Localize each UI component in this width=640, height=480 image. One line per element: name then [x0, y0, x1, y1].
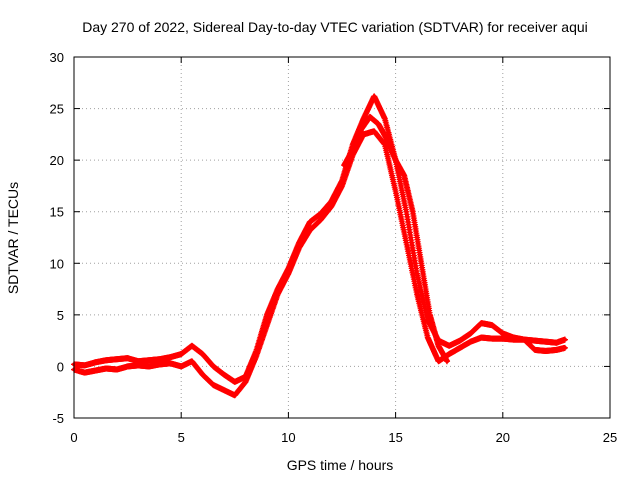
y-tick-label: -5	[52, 411, 64, 426]
series-satellite-track-b	[71, 128, 568, 399]
x-tick-label: 10	[281, 430, 295, 445]
y-tick-label: 0	[57, 359, 64, 374]
y-axis-label: SDTVAR / TECUs	[5, 182, 21, 294]
x-tick-label: 5	[178, 430, 185, 445]
y-tick-label: 15	[50, 205, 64, 220]
x-tick-label: 0	[70, 430, 77, 445]
data-point-marker	[561, 336, 568, 343]
series-band	[72, 129, 567, 398]
plot-frame	[73, 56, 611, 419]
y-tick-label: 5	[57, 308, 64, 323]
x-tick-label: 25	[603, 430, 617, 445]
series-satellite-track-c	[341, 113, 451, 365]
y-tick-label: 20	[50, 153, 64, 168]
axis-ticks: 0 5 10 15 20 25 -5 0 5 10 15 20 25 30	[50, 50, 618, 445]
x-tick-label: 15	[388, 430, 402, 445]
y-tick-label: 30	[50, 50, 64, 65]
grid-lines	[74, 57, 610, 418]
data-point-marker	[561, 344, 568, 351]
y-tick-label: 25	[50, 102, 64, 117]
x-axis-label: GPS time / hours	[287, 457, 394, 473]
chart-title: Day 270 of 2022, Sidereal Day-to-day VTE…	[82, 19, 588, 35]
y-tick-label: 10	[50, 256, 64, 271]
x-tick-label: 20	[496, 430, 510, 445]
data-point-marker	[444, 358, 451, 365]
data-series	[71, 93, 568, 399]
